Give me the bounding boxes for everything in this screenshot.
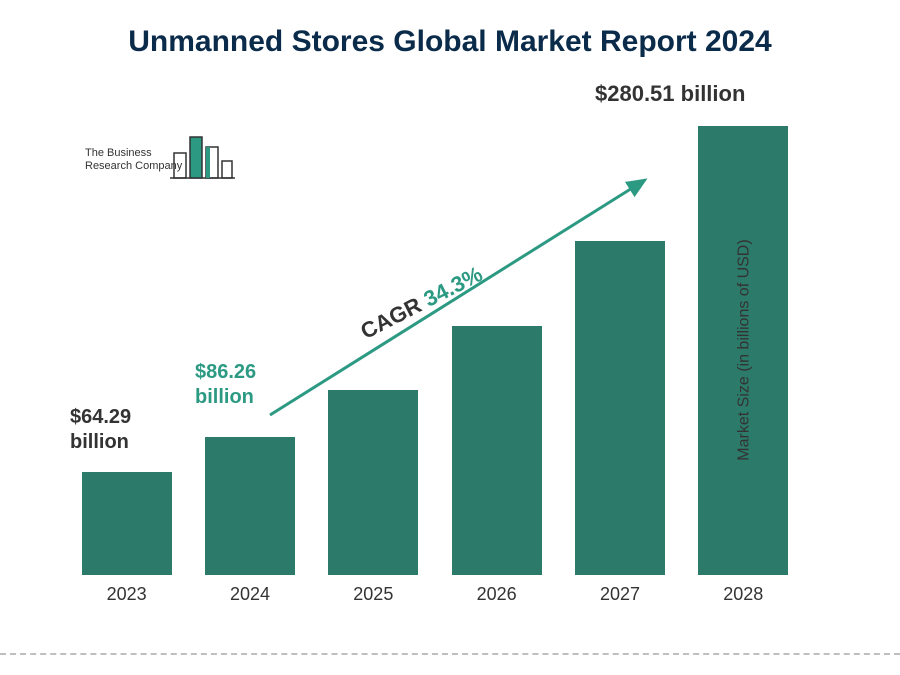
bar — [328, 390, 418, 575]
value-label: $280.51 billion — [595, 80, 745, 108]
bottom-dashed-divider — [0, 653, 900, 655]
bar — [575, 241, 665, 575]
value-label: $86.26billion — [195, 360, 256, 410]
bar-slot: 2024 — [205, 437, 295, 575]
bars-container: 202320242025202620272028 — [55, 95, 815, 575]
x-axis-category: 2027 — [575, 584, 665, 605]
x-axis-category: 2026 — [452, 584, 542, 605]
bar-slot: 2025 — [328, 390, 418, 575]
y-axis-label: Market Size (in billions of USD) — [735, 239, 753, 460]
bar-slot: 2023 — [82, 472, 172, 575]
bar — [82, 472, 172, 575]
bar — [205, 437, 295, 575]
chart-plot: 202320242025202620272028 CAGR 34.3% $64.… — [55, 95, 815, 575]
chart-area: 202320242025202620272028 CAGR 34.3% $64.… — [55, 95, 845, 605]
chart-title: Unmanned Stores Global Market Report 202… — [0, 25, 900, 59]
bar-slot: 2027 — [575, 241, 665, 575]
x-axis-category: 2023 — [82, 584, 172, 605]
value-label: $64.29billion — [70, 405, 131, 455]
x-axis-category: 2028 — [698, 584, 788, 605]
x-axis-category: 2024 — [205, 584, 295, 605]
x-axis-category: 2025 — [328, 584, 418, 605]
bar-slot: 2026 — [452, 326, 542, 575]
bar — [452, 326, 542, 575]
